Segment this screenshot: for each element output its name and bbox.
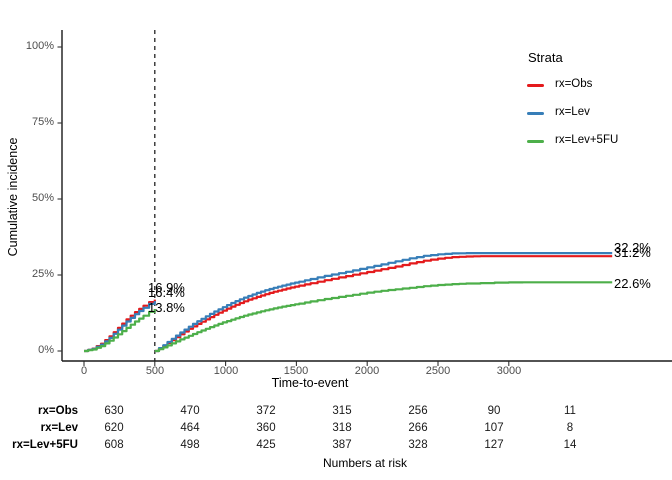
risk-cell: 266 [408, 422, 428, 434]
risk-row-label-lev: rx=Lev [40, 422, 78, 434]
risk-cell: 328 [408, 439, 428, 451]
x-tick-500: 500 [145, 365, 165, 377]
risk-cell: 630 [104, 405, 124, 417]
legend-item-obs: rx=Obs [555, 78, 593, 90]
y-axis-title: Cumulative incidence [6, 137, 20, 257]
legend-item-lev: rx=Lev [555, 106, 590, 118]
landmark-label-obs: 16.9% [148, 280, 185, 295]
risk-cell: 498 [180, 439, 200, 451]
landmark-label-lev5fu: 13.8% [148, 300, 185, 315]
risk-cell: 360 [256, 422, 276, 434]
y-tick-100: 100% [25, 40, 54, 52]
risk-cell: 107 [484, 422, 504, 434]
end-label-lev5fu: 22.6% [614, 276, 651, 291]
risk-cell: 620 [104, 422, 124, 434]
y-tick-75: 75% [31, 116, 54, 128]
risk-cell: 8 [566, 422, 574, 434]
risk-cell: 11 [564, 405, 576, 417]
legend-item-lev5fu: rx=Lev+5FU [555, 134, 619, 146]
risk-row-label-lev5fu: rx=Lev+5FU [12, 439, 78, 451]
x-tick-1000: 1000 [213, 365, 239, 377]
y-tick-50: 50% [31, 192, 54, 204]
x-axis-title: Time-to-event [271, 376, 349, 390]
risk-cell: 14 [563, 439, 577, 451]
legend-line-lev5fu-icon [527, 140, 544, 144]
risk-cell: 315 [332, 405, 352, 417]
x-tick-1500: 1500 [283, 365, 309, 377]
landmark-label-lev: 16.4% [148, 285, 185, 300]
x-tick-2500: 2500 [425, 365, 451, 377]
risk-cell: 425 [256, 439, 276, 451]
risk-cell: 256 [408, 405, 428, 417]
x-tick-3000: 3000 [496, 365, 522, 377]
risk-cell: 318 [332, 422, 352, 434]
legend-title: Strata [528, 50, 563, 65]
legend-line-lev-icon [527, 112, 544, 116]
x-tick-2000: 2000 [354, 365, 380, 377]
risk-row-lev: 620 464 360 318 266 107 8 [76, 422, 608, 434]
risk-cell: 464 [180, 422, 200, 434]
risk-cell: 90 [487, 405, 501, 417]
legend-line-obs-icon [527, 84, 544, 88]
risk-cell: 372 [256, 405, 276, 417]
axis-ticks [57, 46, 510, 366]
end-label-lev: 32.2% [614, 240, 651, 255]
risk-row-obs: 630 470 372 315 256 90 11 [76, 405, 608, 417]
risk-cell: 387 [332, 439, 352, 451]
risk-cell: 470 [180, 405, 200, 417]
end-label-obs: 31.2% [614, 245, 651, 260]
risk-cell: 608 [104, 439, 124, 451]
x-tick-0: 0 [80, 365, 88, 377]
risk-row-label-obs: rx=Obs [38, 405, 78, 417]
incidence-curves [84, 252, 613, 353]
y-tick-25: 25% [31, 268, 54, 280]
risk-table-caption: Numbers at risk [322, 456, 408, 470]
risk-cell: 127 [484, 439, 504, 451]
y-tick-0: 0% [38, 344, 54, 356]
risk-row-lev5fu: 608 498 425 387 328 127 14 [76, 439, 608, 451]
